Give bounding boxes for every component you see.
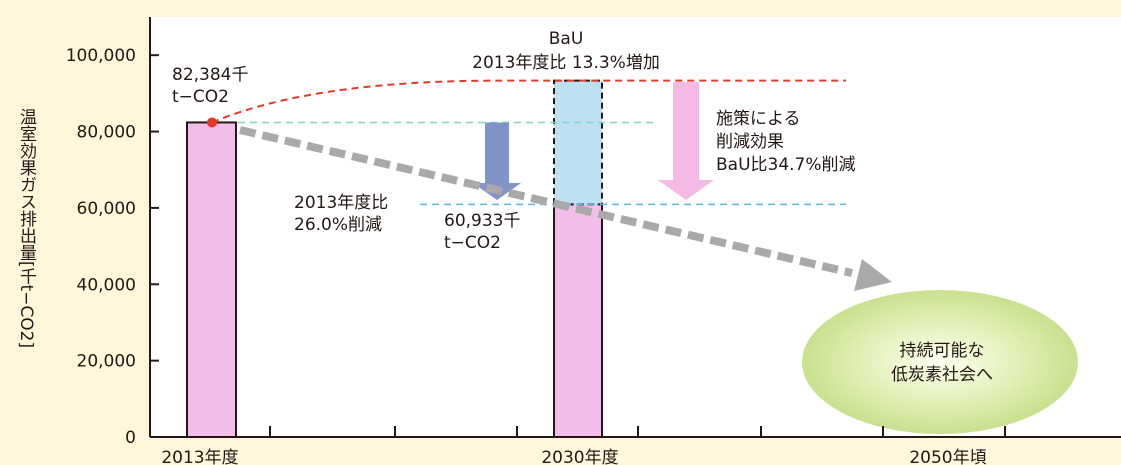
y-tick-label: 60,000 <box>77 199 136 219</box>
bau-label-line1: BaU <box>549 29 584 49</box>
goal-label-line1: 持続可能な <box>900 341 985 361</box>
y-tick-label: 80,000 <box>77 123 136 143</box>
x-label-2050: 2050年頃 <box>909 448 986 465</box>
goal-label-line2: 低炭素社会へ <box>891 365 993 385</box>
bar-2030-bau <box>553 79 603 206</box>
policy-label-line3: BaU比34.7%削減 <box>716 155 856 175</box>
x-label-2013: 2013年度 <box>161 448 238 465</box>
policy-label-line1: 施策による <box>716 109 801 129</box>
y-tick-label: 100,000 <box>66 46 136 66</box>
trend-arrow-head <box>854 259 892 291</box>
bau-label-line2: 2013年度比 13.3%増加 <box>472 53 660 73</box>
reduction-arrow <box>473 122 521 200</box>
base-value-line2: t−CO2 <box>172 87 229 107</box>
target-value-line2: t−CO2 <box>444 233 501 253</box>
goal-ellipse <box>802 290 1078 434</box>
trend-arrow-shaft <box>239 126 853 277</box>
reduction-label-line1: 2013年度比 <box>294 193 388 213</box>
bar-2030 <box>554 204 602 437</box>
bau-curve <box>211 79 846 124</box>
y-axis-label: 温室効果ガス排出量[千t−CO2] <box>16 108 37 348</box>
bar-2013 <box>186 121 237 439</box>
x-tick-marks <box>269 426 1006 437</box>
target-value-line1: 60,933千 <box>444 211 520 231</box>
y-tick-label: 40,000 <box>77 275 136 295</box>
y-tick-label: 20,000 <box>77 352 136 372</box>
reduction-label-line2: 26.0%削減 <box>294 215 382 235</box>
policy-label-line2: 削減効果 <box>716 132 784 152</box>
base-value-line1: 82,384千 <box>172 65 248 85</box>
base-point <box>207 117 217 128</box>
y-tick-label: 0 <box>125 428 136 448</box>
x-label-2030: 2030年度 <box>541 448 618 465</box>
policy-arrow <box>658 82 714 200</box>
y-ticks: 0 20,000 40,000 60,000 80,000 100,000 <box>66 46 159 448</box>
